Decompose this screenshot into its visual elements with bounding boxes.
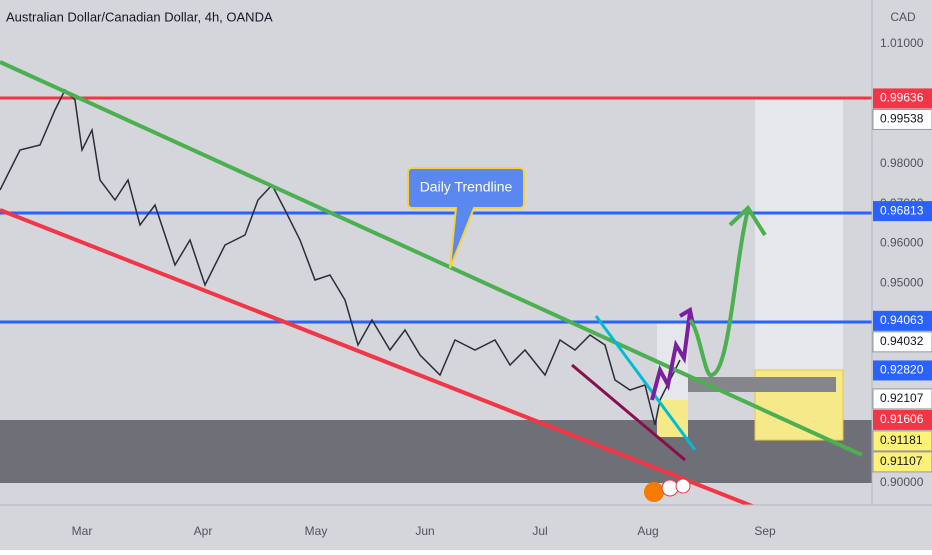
- price-tick-label: 0.95000: [880, 276, 924, 290]
- price-tag-label: 0.91181: [880, 433, 923, 447]
- price-tag: [873, 88, 932, 109]
- green-arrow: [688, 209, 750, 378]
- time-tick-label: Apr: [194, 524, 213, 538]
- event-icon: [644, 482, 664, 502]
- price-tag: [872, 331, 932, 353]
- time-tick-label: May: [305, 524, 328, 538]
- time-tick-label: Jun: [415, 524, 434, 538]
- callout-text: Daily Trendline: [420, 179, 513, 195]
- price-tag-label: 0.92107: [880, 391, 924, 405]
- price-tag-label: 0.99636: [880, 91, 924, 105]
- callout: [407, 167, 525, 269]
- price-tag: [873, 360, 932, 381]
- cyan-line: [594, 315, 697, 451]
- time-axis: [0, 505, 932, 550]
- price-tag-label: 0.94032: [880, 334, 924, 348]
- currency-label: CAD: [890, 10, 916, 24]
- price-series: [0, 88, 681, 426]
- price-tag: [873, 409, 932, 430]
- price-tick-label: 1.01000: [880, 36, 924, 50]
- wedge-line: [571, 363, 686, 462]
- price-tag-label: 0.92820: [880, 363, 924, 377]
- event-icon: [661, 479, 679, 497]
- event-icon: [675, 478, 691, 494]
- price-tag: [872, 430, 932, 452]
- price-tag-label: 0.91107: [880, 454, 923, 468]
- price-tick-label: 0.96000: [880, 236, 924, 250]
- time-tick-label: Mar: [72, 524, 93, 538]
- resistance-zone: [688, 377, 836, 392]
- price-tag-label: 0.94063: [880, 313, 924, 327]
- green-arrowhead: [728, 204, 767, 237]
- purple-arrow: [650, 311, 692, 401]
- price-tag: [872, 388, 932, 410]
- time-tick-label: Sep: [754, 524, 776, 538]
- price-tag-label: 0.96813: [880, 203, 924, 217]
- price-tag-label: 0.99538: [880, 112, 924, 126]
- price-tag: [872, 108, 932, 130]
- green-trendline: [0, 60, 863, 457]
- chart-title: Australian Dollar/Canadian Dollar, 4h, O…: [6, 9, 273, 24]
- price-tag: [873, 201, 932, 222]
- price-tag: [872, 451, 932, 473]
- price-tag-label: 0.91606: [880, 412, 924, 426]
- price-tick-label: 0.98000: [880, 156, 924, 170]
- price-tick-label: 0.90000: [880, 475, 924, 489]
- time-tick-label: Jul: [532, 524, 547, 538]
- red-trendline: [0, 208, 776, 517]
- support-zone: [0, 420, 872, 483]
- price-tag: [873, 310, 932, 331]
- time-tick-label: Aug: [637, 524, 658, 538]
